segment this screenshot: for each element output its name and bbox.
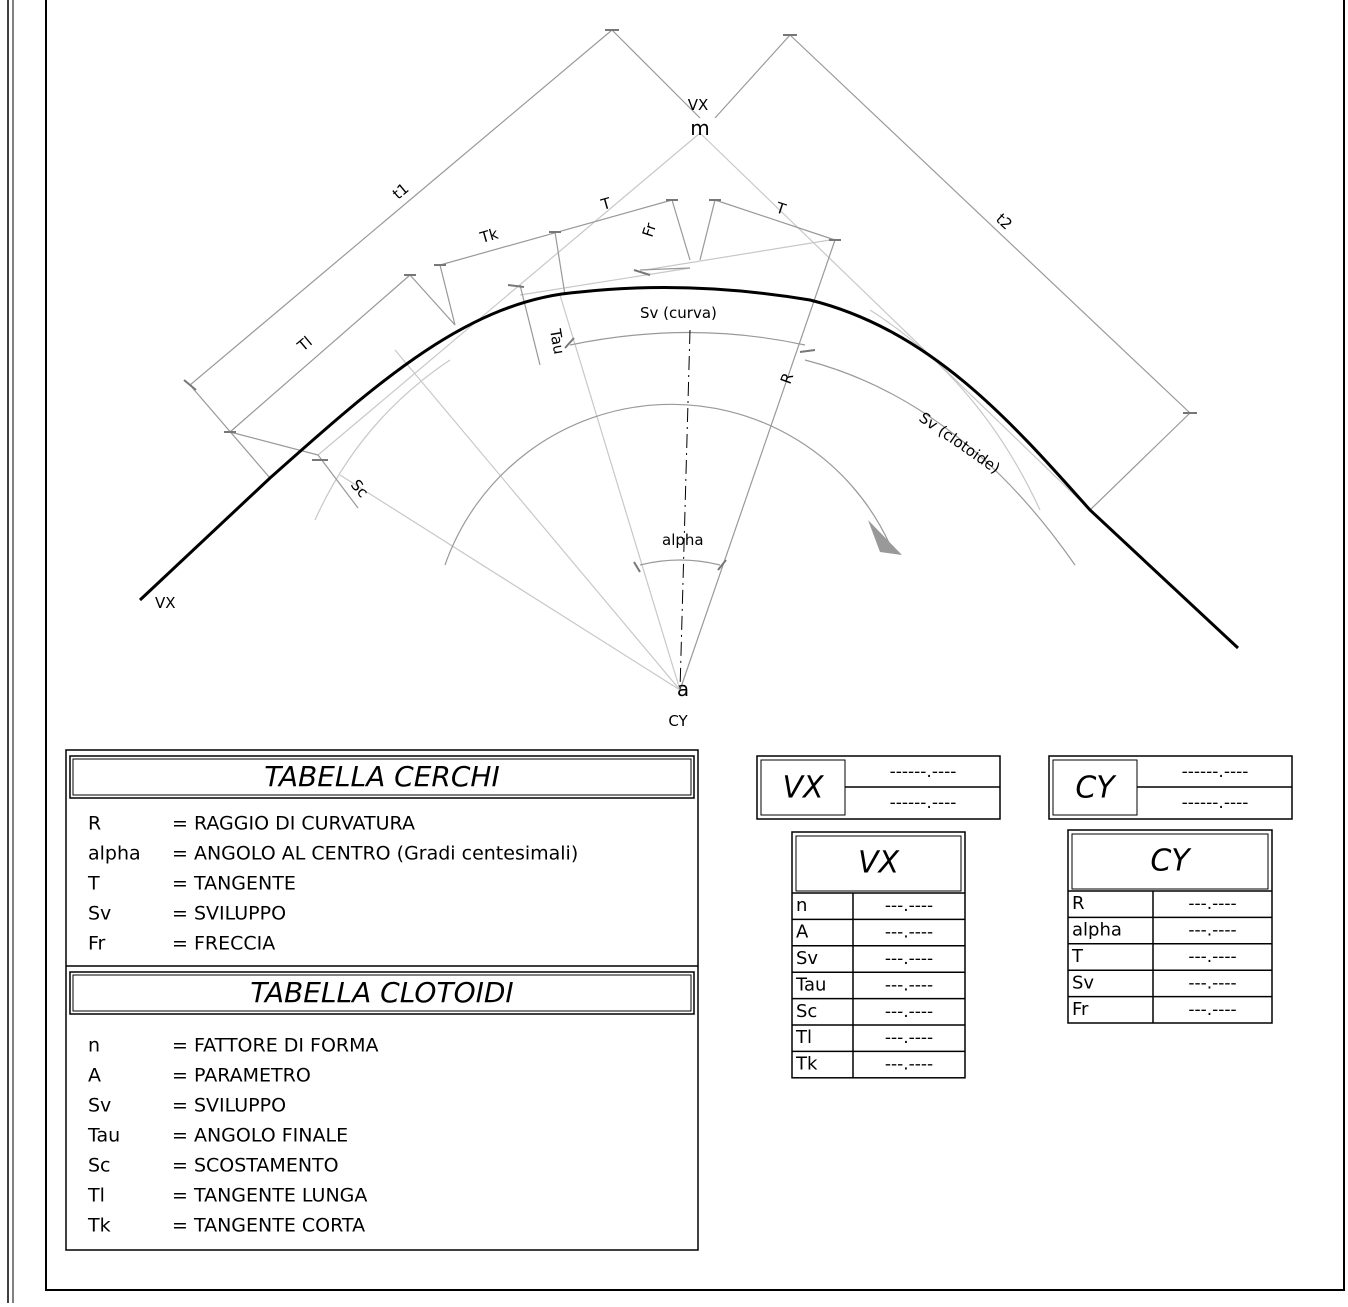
value: ---.----: [885, 975, 933, 995]
symbol: n: [796, 895, 807, 916]
label: R: [777, 370, 797, 386]
value: ---.----: [1188, 947, 1236, 967]
symbol: Sv: [796, 948, 818, 969]
symbol: Tk: [795, 1054, 818, 1075]
label: Sv (clotoide): [916, 409, 1004, 478]
symbol: Fr: [88, 933, 106, 955]
definition: = ANGOLO FINALE: [172, 1125, 348, 1147]
table-title: VX: [782, 771, 825, 806]
value: ------.----: [1182, 762, 1249, 782]
page: VX m t1 t2 Tk T T Fr Tl Tau Sv (curva) R…: [0, 0, 1348, 1307]
label: Tau: [546, 327, 568, 356]
definition: = RAGGIO DI CURVATURA: [172, 813, 415, 835]
value: ---.----: [1188, 894, 1236, 914]
definition: = TANGENTE LUNGA: [172, 1185, 367, 1207]
symbol: A: [88, 1065, 101, 1087]
symbol: Sc: [88, 1155, 111, 1177]
value: ---.----: [1188, 1000, 1236, 1020]
tables: TABELLA CERCHI R = RAGGIO DI CURVATURA alph…: [66, 750, 1292, 1250]
definition: = TANGENTE: [172, 873, 296, 895]
label: t1: [389, 179, 412, 203]
definition: = PARAMETRO: [172, 1065, 311, 1087]
value: ---.----: [1188, 973, 1236, 993]
label: Sv (curva): [640, 304, 717, 322]
label: VX: [155, 594, 176, 612]
table-title: TABELLA CLOTOIDI: [250, 976, 513, 1009]
symbol: Tl: [87, 1185, 105, 1207]
table-title: TABELLA CERCHI: [264, 760, 499, 793]
value: ---.----: [885, 923, 933, 943]
label: Fr: [639, 220, 661, 239]
symbol: R: [1072, 893, 1085, 914]
symbol: alpha: [1072, 920, 1122, 941]
symbol: alpha: [88, 843, 141, 865]
label: T: [598, 194, 614, 214]
value: ---.----: [1188, 921, 1236, 941]
label: Tk: [477, 225, 500, 248]
symbol: Fr: [1072, 999, 1089, 1020]
symbol: Sv: [1072, 972, 1094, 993]
table-title: VX: [858, 846, 901, 881]
symbol: A: [796, 922, 809, 943]
arrow: [868, 520, 902, 555]
symbol: Tl: [795, 1027, 812, 1048]
symbol: Tk: [87, 1215, 111, 1237]
symbol: Tau: [87, 1125, 120, 1147]
definition: = SCOSTAMENTO: [172, 1155, 339, 1177]
symbol: R: [88, 813, 101, 835]
label: m: [690, 116, 709, 140]
symbol: Sv: [88, 1095, 111, 1117]
label: a: [677, 677, 689, 701]
label: Tl: [293, 333, 316, 356]
symbol: T: [87, 873, 100, 895]
value: ---.----: [885, 1055, 933, 1075]
symbol: n: [88, 1035, 100, 1057]
definition: = FATTORE DI FORMA: [172, 1035, 379, 1057]
symbol: Sv: [88, 903, 111, 925]
table-title: CY: [1075, 771, 1117, 806]
value: ------.----: [1182, 793, 1249, 813]
definition: = FRECCIA: [172, 933, 275, 955]
symbol: Sc: [796, 1001, 817, 1022]
symbol: Tau: [795, 974, 826, 995]
value: ---.----: [885, 949, 933, 969]
value: ---.----: [885, 896, 933, 916]
value: ---.----: [885, 1028, 933, 1048]
label: alpha: [662, 531, 704, 549]
labels: VX m t1 t2 Tk T T Fr Tl Tau Sv (curva) R…: [155, 96, 1016, 730]
table-title: CY: [1150, 844, 1192, 879]
label: VX: [688, 96, 709, 114]
definition: = SVILUPPO: [172, 1095, 286, 1117]
drawing: VX m t1 t2 Tk T T Fr Tl Tau Sv (curva) R…: [0, 0, 1348, 1303]
definition: = TANGENTE CORTA: [172, 1215, 365, 1237]
definition: = ANGOLO AL CENTRO (Gradi centesimali): [172, 843, 578, 865]
value: ---.----: [885, 1002, 933, 1022]
label: CY: [668, 712, 688, 730]
value: ------.----: [890, 762, 957, 782]
symbol: T: [1071, 946, 1084, 967]
definition: = SVILUPPO: [172, 903, 286, 925]
value: ------.----: [890, 793, 957, 813]
